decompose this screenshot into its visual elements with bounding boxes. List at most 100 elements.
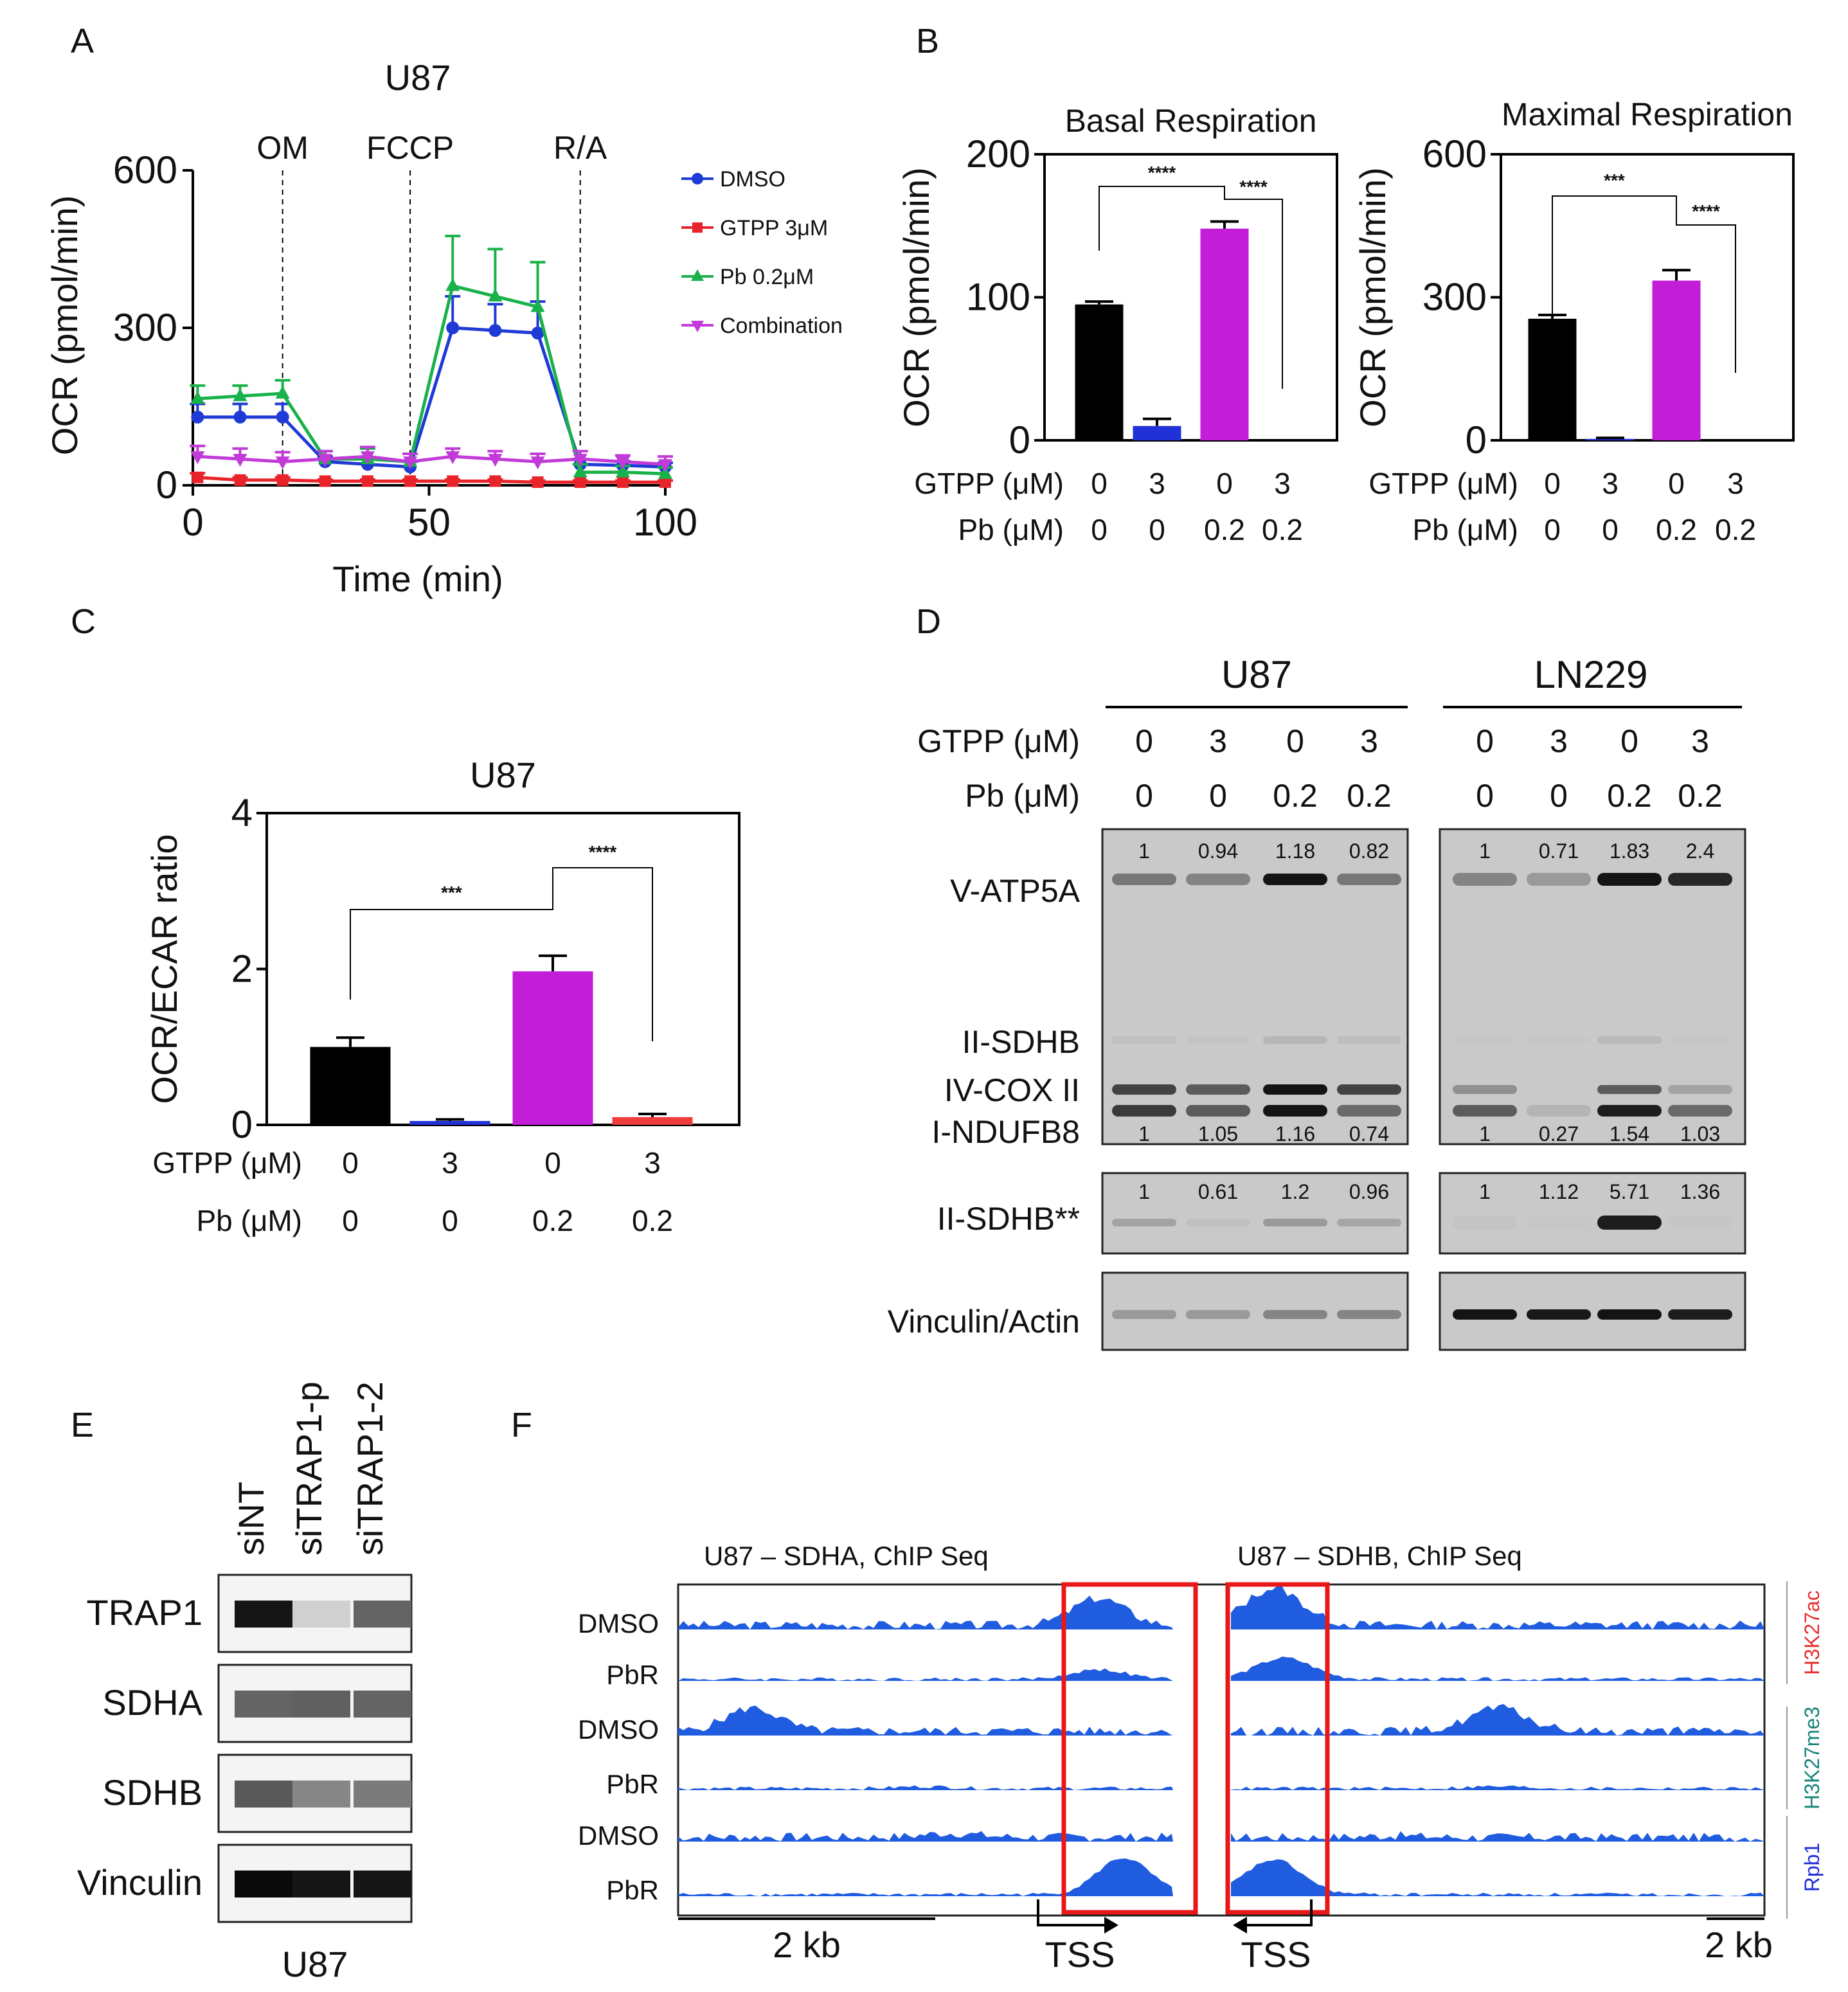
group-value: 0.2 (1273, 778, 1318, 814)
blot-band (1668, 1036, 1732, 1044)
group-value: 0 (1550, 778, 1568, 814)
track-label: PbR (606, 1769, 659, 1799)
signal-track (1231, 1586, 1764, 1629)
data-point (404, 475, 417, 487)
capillary-band (235, 1871, 292, 1898)
quantification-value: 1.2 (1281, 1180, 1309, 1203)
capillary-band (292, 1691, 350, 1718)
y-tick-label: 300 (1422, 276, 1487, 319)
tss-arrowhead (1233, 1917, 1247, 1934)
group-label: Pb (μM) (196, 1204, 302, 1237)
y-axis-label: OCR (pmol/min) (44, 195, 85, 455)
row-label: SDHA (102, 1682, 202, 1723)
quantification-value: 0.71 (1539, 839, 1579, 863)
data-point (658, 459, 672, 472)
significance-bracket (350, 874, 553, 1000)
legend-marker (692, 173, 703, 184)
data-point (615, 464, 630, 478)
blot-band (1527, 1105, 1591, 1117)
panel-label-b: B (916, 22, 939, 60)
y-tick-label: 0 (156, 463, 177, 507)
track-label: PbR (606, 1875, 659, 1905)
significance-label: **** (1239, 177, 1268, 197)
group-value: 3 (1209, 723, 1227, 759)
capillary-band (235, 1601, 292, 1628)
track-label: PbR (606, 1660, 659, 1690)
western-blot-panel: U87 LN229 GTPP (μM) 0 3 0 3 0 3 0 3 Pb (μM) 0 0 0.2 0.2… (888, 653, 1746, 1351)
track-frame (677, 1583, 1766, 1917)
injection-marker-label: FCCP (366, 130, 454, 166)
tss-arrow (1037, 1899, 1109, 1926)
y-axis-label: OCR (pmol/min) (1352, 167, 1393, 427)
quantification-value: 0.61 (1198, 1180, 1238, 1203)
series-line-2 (197, 283, 666, 476)
quantification-value: 0.96 (1349, 1180, 1389, 1203)
blot-band (1337, 1105, 1401, 1117)
group-value: 0 (1216, 467, 1233, 500)
blot-band (1453, 1105, 1517, 1117)
y-axis-label: OCR/ECAR ratio (144, 834, 184, 1104)
blot-band (1263, 1219, 1327, 1226)
y-tick-label: 4 (231, 791, 253, 834)
y-tick-label: 100 (966, 276, 1030, 319)
significance-label: *** (1604, 170, 1625, 190)
group-value: 0 (342, 1204, 359, 1237)
group-value: 0.2 (1715, 513, 1756, 546)
significance-bracket (1552, 195, 1677, 318)
data-point (574, 476, 586, 489)
group-value: 0 (1091, 467, 1108, 500)
histone-mark-label: Rpb1 (1800, 1843, 1824, 1892)
data-point (573, 454, 588, 467)
data-point (445, 278, 460, 291)
bar (1586, 438, 1635, 440)
legend-label: GTPP 3μM (720, 216, 828, 240)
data-point (659, 476, 671, 489)
row-label: Vinculin (77, 1862, 202, 1903)
group-label: GTPP (μM) (1368, 467, 1518, 500)
bar (612, 1117, 693, 1125)
signal-track (678, 1785, 1173, 1790)
blot-band (1112, 1105, 1176, 1117)
group-value: 0 (1286, 723, 1304, 759)
band-label: IV-COX II (944, 1072, 1080, 1108)
x-axis-label: Time (min) (332, 559, 503, 599)
blot-band (1186, 1036, 1250, 1044)
cell-line-label: U87 (1221, 653, 1292, 696)
group-value: 0 (1209, 778, 1227, 814)
lane-label: siNT (231, 1482, 271, 1556)
blot-band (1263, 1084, 1327, 1095)
quantification-value: 1.18 (1275, 839, 1315, 863)
blot-band (1597, 1105, 1662, 1117)
capillary-band (292, 1871, 350, 1898)
legend-label: Pb 0.2μM (720, 265, 814, 289)
bar (512, 971, 593, 1125)
group-value: 0.2 (1656, 513, 1697, 546)
blot-membrane (1439, 1172, 1746, 1255)
chart-title: Maximal Respiration (1502, 96, 1793, 132)
group-value: 0 (1544, 513, 1561, 546)
significance-label: **** (1148, 163, 1176, 183)
data-point (532, 476, 544, 489)
quantification-value: 1.83 (1610, 839, 1649, 863)
group-value: 0.2 (1347, 778, 1392, 814)
data-point (275, 456, 290, 470)
y-tick-label: 0 (1466, 418, 1487, 462)
blot-band (1597, 1036, 1662, 1044)
group-value: 3 (1360, 723, 1378, 759)
quantification-value: 1 (1138, 839, 1150, 863)
blot-membrane (1101, 1172, 1409, 1255)
group-value: 3 (1274, 467, 1291, 500)
x-tick-label: 100 (633, 501, 697, 544)
group-value: 0 (342, 1146, 359, 1180)
chip-title-sdha: U87 – SDHA, ChIP Seq (704, 1541, 989, 1571)
data-point (530, 299, 545, 312)
chip-title-sdhb: U87 – SDHB, ChIP Seq (1237, 1541, 1522, 1571)
data-point (276, 474, 289, 486)
panel-label-c: C (71, 602, 96, 641)
series-line-3 (197, 454, 666, 466)
chart-title: U87 (470, 755, 536, 795)
group-value: 0 (1476, 723, 1494, 759)
blot-band (1527, 1309, 1591, 1320)
blot-band (1668, 1085, 1732, 1094)
